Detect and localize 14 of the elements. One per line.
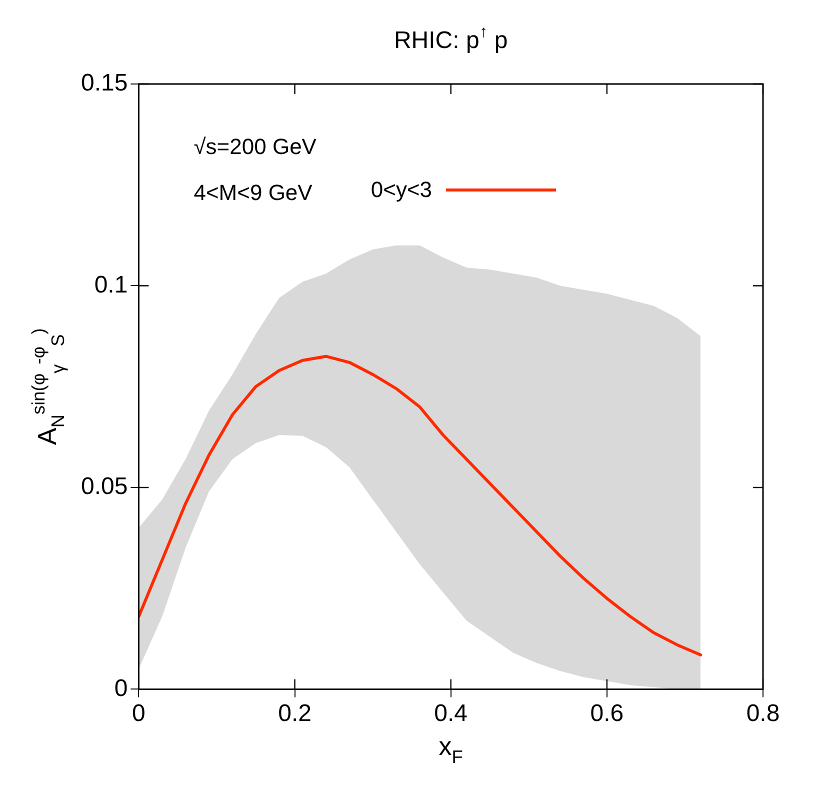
y-tick-label: 0.05: [80, 473, 128, 500]
x-tick-label: 0.6: [590, 700, 624, 728]
y-tick-label: 0.15: [80, 70, 128, 97]
y-tick-label: 0: [114, 674, 128, 702]
x-tick-label: 0.2: [278, 700, 312, 728]
x-tick-label: 0.4: [434, 700, 468, 728]
x-tick-label: 0.8: [746, 700, 780, 728]
annotation: √s=200 GeV: [194, 134, 317, 159]
x-tick-label: 0: [132, 700, 146, 728]
y-axis-title: ANsin(φγ-φS): [28, 328, 68, 445]
annotation: 4<M<9 GeV: [194, 180, 313, 205]
y-tick-label: 0.1: [94, 271, 128, 298]
legend-label: 0<y<3: [370, 177, 432, 202]
chart-title: RHIC: p↑ p: [394, 22, 508, 54]
